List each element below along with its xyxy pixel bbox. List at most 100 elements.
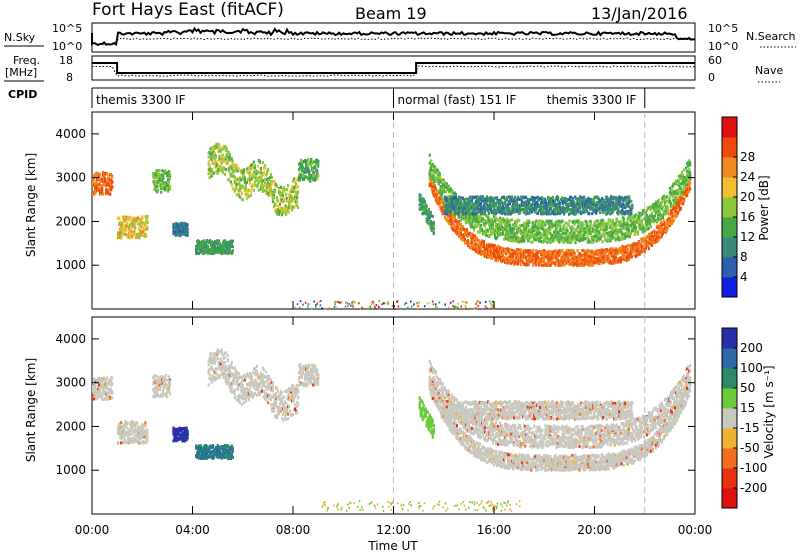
- power-cell: [488, 223, 491, 227]
- power-cell: [617, 236, 620, 240]
- power-data: [92, 112, 692, 310]
- power-cell: [137, 216, 140, 220]
- power-cell: [545, 231, 548, 235]
- power-cell: [482, 197, 485, 201]
- power-cell: [534, 221, 537, 225]
- power-cell: [207, 247, 211, 251]
- power-cell: [644, 219, 647, 223]
- power-cell: [509, 228, 512, 232]
- power-cell: [577, 260, 580, 264]
- power-cell: [579, 230, 582, 234]
- power-cell: [476, 230, 480, 234]
- power-cell: [525, 224, 528, 228]
- power-cell: [423, 200, 426, 203]
- power-cell: [225, 147, 228, 151]
- power-cell: [494, 254, 497, 258]
- power-cell: [650, 231, 653, 235]
- power-cell: [510, 261, 513, 265]
- power-cell: [493, 196, 497, 200]
- power-cell: [279, 200, 283, 204]
- power-cell: [615, 218, 618, 222]
- power-cell: [290, 204, 293, 208]
- power-cell: [109, 186, 112, 189]
- power-cell: [153, 179, 156, 183]
- power-cell: [526, 219, 529, 223]
- power-cell: [485, 231, 488, 235]
- power-cell: [483, 205, 486, 209]
- power-cell: [619, 220, 622, 224]
- power-cell: [219, 160, 222, 164]
- power-cell: [561, 235, 564, 239]
- power-cell: [479, 246, 483, 250]
- power-cell: [495, 226, 498, 230]
- power-cell: [614, 238, 617, 242]
- power-cell: [516, 250, 519, 254]
- power-cell: [644, 228, 647, 232]
- power-cell: [554, 261, 557, 265]
- noise-left-tick-top: 10^5: [52, 22, 82, 35]
- power-cell: [625, 251, 628, 255]
- power-cell: [196, 251, 199, 255]
- power-cell: [280, 198, 284, 202]
- power-cell: [602, 221, 605, 225]
- power-cell: [219, 149, 222, 152]
- power-cell: [127, 218, 130, 222]
- power-cell: [667, 216, 671, 220]
- power-cell: [552, 224, 555, 228]
- power-cell: [141, 230, 144, 234]
- freq-trace: [92, 62, 695, 74]
- power-cell: [95, 174, 98, 178]
- power-cell: [167, 184, 170, 187]
- power-cell: [543, 259, 546, 262]
- power-cell: [226, 161, 229, 165]
- power-cell: [626, 247, 629, 251]
- power-cell: [465, 232, 469, 236]
- power-cell: [314, 177, 317, 180]
- power-cell: [581, 225, 584, 229]
- power-cell: [138, 226, 141, 230]
- power-cell: [262, 188, 265, 192]
- power-cell: [162, 177, 165, 180]
- power-cell: [672, 198, 676, 202]
- power-cell: [489, 254, 492, 258]
- power-cell: [427, 217, 430, 221]
- power-cell: [627, 243, 630, 247]
- power-cell: [446, 205, 449, 209]
- power-cell: [510, 235, 513, 239]
- power-cell: [647, 239, 650, 243]
- power-cell: [299, 178, 302, 182]
- power-cell: [126, 222, 129, 225]
- power-cell: [237, 178, 240, 182]
- power-cell: [278, 190, 282, 194]
- power-cell: [454, 206, 457, 210]
- power-cell: [483, 200, 486, 204]
- power-cell: [444, 208, 447, 212]
- power-cell: [269, 184, 273, 188]
- power-cell: [475, 225, 479, 229]
- power-cell: [213, 157, 216, 161]
- power-cell: [649, 206, 652, 210]
- power-cell: [198, 251, 201, 255]
- power-cell: [582, 261, 585, 265]
- power-cell: [224, 168, 227, 171]
- power-cell: [154, 185, 157, 189]
- power-cell: [630, 248, 633, 252]
- power-cell: [598, 231, 601, 235]
- power-cell: [450, 221, 453, 225]
- power-cell: [210, 252, 214, 256]
- power-cell: [472, 228, 476, 232]
- power-cell: [276, 208, 280, 212]
- power-cell: [264, 188, 268, 192]
- power-cell: [515, 238, 518, 242]
- power-cell: [604, 254, 607, 258]
- power-cell: [143, 227, 146, 231]
- power-cell: [681, 182, 685, 185]
- power-cell: [102, 183, 105, 187]
- power-cell: [293, 177, 296, 181]
- cpid-segments: themis 3300 IF normal (fast) 151 IF themis…: [91, 88, 646, 108]
- power-cell: [591, 227, 594, 231]
- power-cell: [606, 232, 609, 236]
- power-cell: [231, 245, 234, 248]
- power-cell: [473, 234, 477, 238]
- power-cell: [655, 207, 658, 211]
